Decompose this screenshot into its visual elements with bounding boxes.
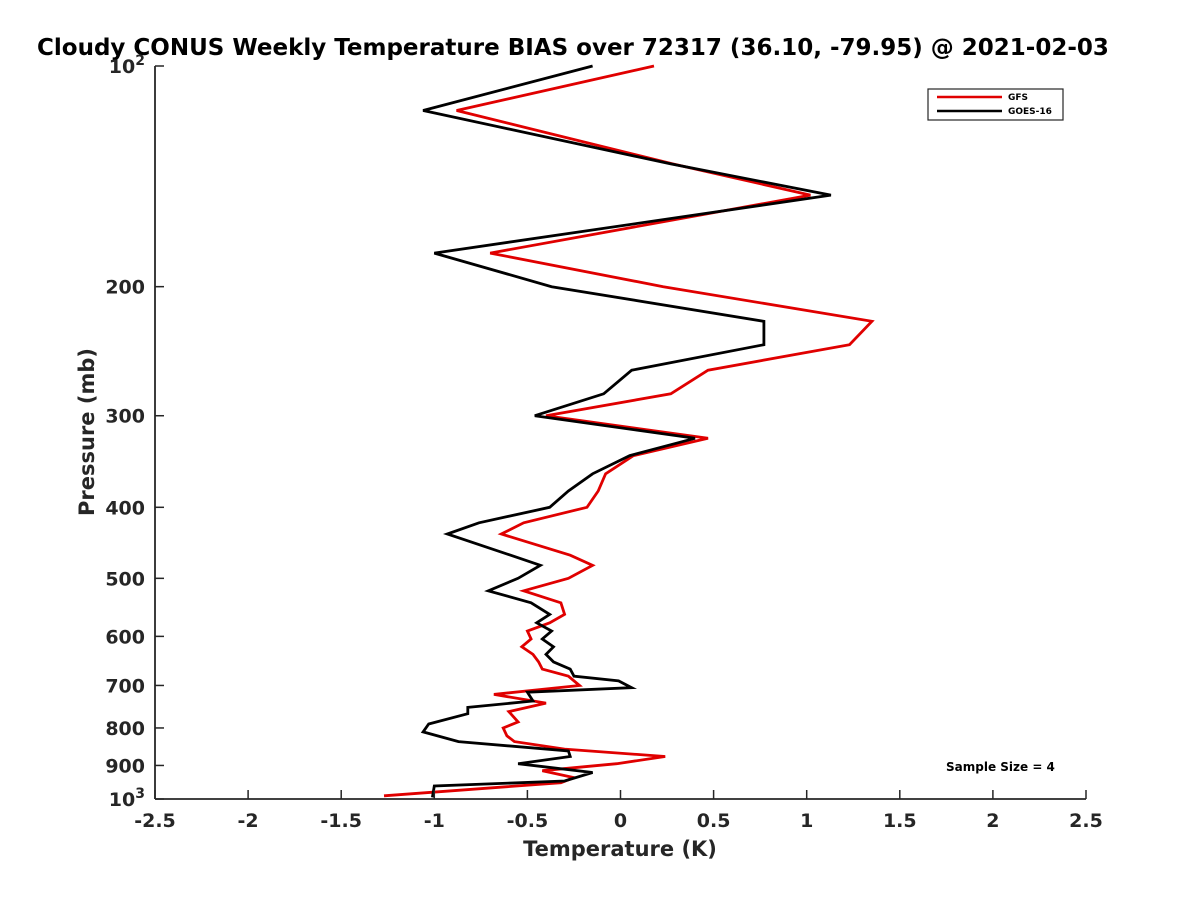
y-tick-label: 600	[105, 626, 145, 648]
x-tick-label: -2.5	[134, 810, 176, 832]
y-tick-label: 500	[105, 568, 145, 590]
x-tick-label: 0.5	[697, 810, 731, 832]
series-layer	[383, 64, 875, 798]
x-tick-label: -2	[238, 810, 259, 832]
y-tick-label: 400	[105, 497, 145, 519]
x-tick-label: -1	[424, 810, 445, 832]
series-line-gfs	[383, 64, 875, 798]
chart-title: Cloudy CONUS Weekly Temperature BIAS ove…	[37, 35, 1109, 61]
y-tick-label: 300	[105, 406, 145, 428]
x-tick-label: 1	[800, 810, 813, 832]
y-tick-group: 102 200 300 400 500 600 700 800 900 103	[105, 53, 164, 811]
y-tick-label: 102	[109, 53, 145, 78]
y-tick-label: 900	[105, 755, 145, 777]
y-tick-label: 800	[105, 718, 145, 740]
legend-label: GOES-16	[1008, 107, 1052, 117]
legend-box	[927, 88, 1064, 121]
x-tick-label: 1.5	[883, 810, 917, 832]
x-tick-label: -0.5	[507, 810, 549, 832]
legend: GFS GOES-16	[927, 88, 1064, 121]
legend-entries: GFS GOES-16	[937, 93, 1052, 117]
y-tick-label: 200	[105, 277, 145, 299]
x-tick-group: -2.5 -2 -1.5 -1 -0.5 0 0.5 1 1.5 2 2.5	[134, 790, 1103, 832]
series-line-goes-16	[420, 64, 832, 798]
x-tick-label: -1.5	[320, 810, 362, 832]
x-tick-label: 2	[986, 810, 999, 832]
x-axis-label: Temperature (K)	[523, 837, 717, 861]
x-tick-label: 0	[614, 810, 627, 832]
sample-size-annotation: Sample Size = 4	[946, 760, 1055, 774]
legend-label: GFS	[1008, 93, 1028, 103]
y-tick-label: 700	[105, 675, 145, 697]
x-tick-label: 2.5	[1069, 810, 1103, 832]
y-tick-label: 103	[109, 786, 145, 811]
y-axis-label: Pressure (mb)	[75, 348, 99, 516]
